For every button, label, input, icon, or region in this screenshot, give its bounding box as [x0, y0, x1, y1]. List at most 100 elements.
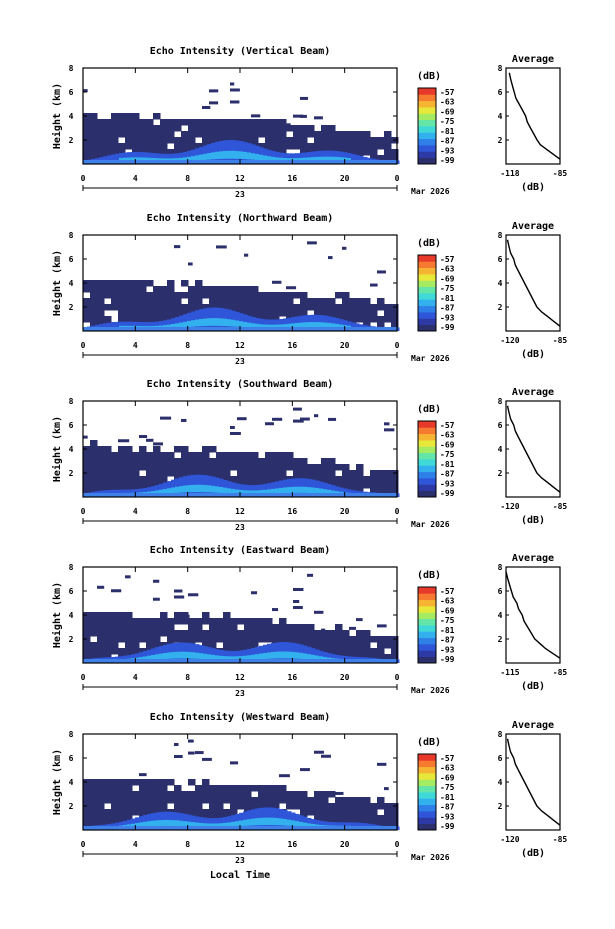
echo-cell — [363, 642, 371, 649]
echo-cell — [147, 655, 152, 661]
echo-cell — [283, 818, 288, 826]
echo-cell — [239, 489, 244, 495]
echo-cell — [202, 757, 212, 761]
echo-cell — [90, 785, 98, 792]
echo-cell — [327, 489, 332, 495]
y-axis-label: Height (km) — [51, 250, 63, 316]
echo-cell — [295, 821, 300, 827]
echo-cell — [83, 476, 91, 483]
echo-cell — [125, 464, 133, 471]
echo-cell — [195, 125, 203, 132]
echo-cell — [230, 618, 238, 625]
echo-cell — [244, 458, 252, 465]
echo-cell — [125, 143, 133, 150]
echo-cell — [118, 636, 126, 643]
colorbar-swatch — [418, 312, 436, 319]
echo-cell — [195, 822, 200, 828]
echo-cell — [370, 316, 378, 323]
echo-cell — [356, 797, 364, 804]
heatmap-field — [83, 241, 400, 331]
echo-cell — [181, 418, 187, 422]
echo-cell — [174, 803, 182, 810]
echo-cell — [347, 157, 352, 162]
profile-x-axis-label: (dB) — [521, 515, 545, 526]
echo-cell — [321, 754, 331, 758]
x-tick-label: 0 — [81, 341, 86, 350]
echo-cell — [287, 651, 292, 659]
echo-cell — [216, 791, 224, 798]
echo-cell — [328, 125, 336, 132]
echo-cell — [293, 310, 301, 317]
echo-cell — [118, 286, 126, 293]
echo-cell — [377, 762, 387, 766]
echo-cell — [230, 119, 238, 126]
echo-cell — [111, 137, 119, 144]
echo-cell — [363, 648, 371, 655]
echo-cell — [97, 304, 105, 311]
colorbar-tick-label: -93 — [440, 645, 455, 654]
echo-cell — [335, 624, 343, 631]
echo-cell — [314, 815, 322, 822]
colorbar-swatch — [418, 151, 436, 159]
echo-cell — [293, 470, 301, 477]
echo-cell — [265, 464, 273, 471]
echo-cell — [251, 125, 259, 132]
echo-cell — [223, 292, 231, 299]
panel-title: Echo Intensity (Eastward Beam) — [150, 544, 331, 556]
echo-cell — [139, 482, 147, 489]
echo-cell — [267, 817, 272, 826]
echo-cell — [377, 137, 385, 144]
echo-cell — [251, 286, 259, 293]
echo-cell — [209, 785, 217, 792]
colorbar-swatch — [418, 593, 436, 601]
echo-cell — [202, 106, 211, 110]
echo-cell — [342, 803, 350, 810]
echo-cell — [279, 797, 287, 804]
echo-cell — [377, 636, 385, 643]
echo-cell — [356, 464, 364, 471]
echo-cell — [307, 642, 315, 649]
echo-cell — [384, 787, 389, 791]
echo-cell — [299, 322, 304, 328]
echo-cell — [251, 618, 259, 625]
echo-cell — [314, 131, 322, 138]
echo-cell — [125, 137, 133, 144]
echo-cell — [300, 797, 308, 804]
echo-cell — [104, 452, 112, 459]
echo-cell — [263, 817, 268, 826]
echo-cell — [188, 298, 196, 305]
echo-cell — [111, 286, 119, 293]
y-tick-label: 6 — [69, 255, 74, 264]
echo-cell — [258, 791, 266, 798]
echo-cell — [153, 131, 161, 138]
echo-cell — [216, 618, 224, 625]
echo-cell — [83, 298, 91, 305]
echo-cell — [315, 487, 320, 494]
colorbar-tick-label: -75 — [440, 450, 455, 459]
echo-cell — [311, 823, 316, 828]
echo-cell — [335, 476, 343, 483]
echo-cell — [259, 154, 264, 161]
echo-cell — [323, 656, 328, 661]
echo-cell — [97, 821, 105, 828]
echo-cell — [349, 797, 357, 804]
echo-cell — [83, 488, 91, 495]
echo-cell — [335, 803, 343, 810]
echo-cell — [90, 149, 98, 156]
echo-cell — [223, 458, 231, 465]
echo-cell — [132, 298, 140, 305]
echo-cell — [335, 304, 343, 311]
echo-cell — [183, 321, 188, 328]
echo-cell — [279, 324, 284, 329]
echo-cell — [167, 458, 175, 465]
colorbar-tick-label: -57 — [440, 754, 455, 763]
echo-cell — [265, 458, 273, 465]
echo-cell — [272, 476, 280, 483]
echo-cell — [118, 446, 126, 453]
echo-cell — [293, 803, 301, 810]
echo-cell — [90, 113, 98, 120]
echo-cell — [216, 630, 224, 637]
echo-cell — [258, 125, 266, 132]
colorbar-swatch — [418, 484, 436, 492]
echo-cell — [181, 452, 189, 459]
